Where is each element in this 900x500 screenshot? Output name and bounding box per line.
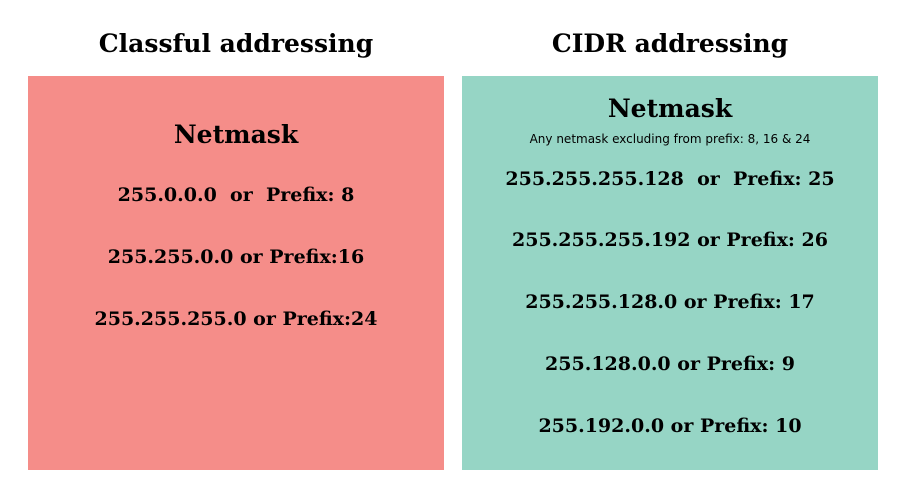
classful-entry: 255.255.255.0 or Prefix:24 xyxy=(94,308,378,330)
cidr-entry: 255.255.128.0 or Prefix: 17 xyxy=(525,291,815,313)
cidr-title: CIDR addressing xyxy=(551,29,789,58)
classful-title: Classful addressing xyxy=(98,29,374,58)
cidr-panel: Netmask Any netmask excluding from prefi… xyxy=(462,76,878,470)
cidr-entry: 255.255.255.128 or Prefix: 25 xyxy=(505,168,835,190)
cidr-netmask-heading: Netmask xyxy=(607,94,733,123)
cidr-entry: 255.192.0.0 or Prefix: 10 xyxy=(538,415,802,437)
cidr-entry: 255.128.0.0 or Prefix: 9 xyxy=(545,353,795,375)
classful-panel: Netmask 255.0.0.0 or Prefix: 8 255.255.0… xyxy=(28,76,444,470)
classful-entry: 255.0.0.0 or Prefix: 8 xyxy=(117,184,355,206)
cidr-entry: 255.255.255.192 or Prefix: 26 xyxy=(512,229,828,251)
cidr-netmask-note: Any netmask excluding from prefix: 8, 16… xyxy=(529,132,811,146)
classful-netmask-heading: Netmask xyxy=(173,120,299,149)
classful-entry: 255.255.0.0 or Prefix:16 xyxy=(107,246,365,268)
